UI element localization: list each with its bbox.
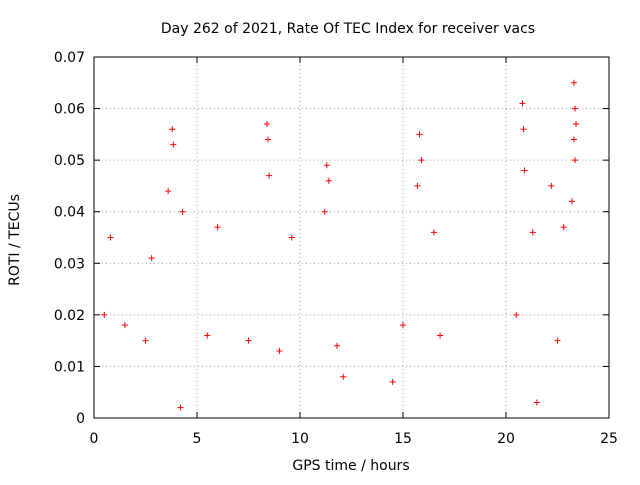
y-tick-label: 0 — [76, 411, 85, 427]
y-tick-label: 0.02 — [54, 308, 85, 324]
data-point — [521, 167, 528, 174]
data-point — [204, 332, 211, 339]
data-point — [568, 198, 575, 205]
x-tick-label: 10 — [291, 431, 309, 447]
x-tick-label: 15 — [394, 431, 412, 447]
data-point — [340, 373, 347, 380]
grid-lines — [94, 57, 609, 418]
x-tick-label: 5 — [193, 431, 202, 447]
y-tick-label: 0.06 — [54, 102, 85, 118]
data-point — [245, 337, 252, 344]
data-point — [265, 136, 272, 143]
data-point — [179, 208, 186, 215]
data-point — [148, 255, 155, 262]
data-point — [519, 100, 526, 107]
data-point — [414, 182, 421, 189]
data-point — [389, 378, 396, 385]
data-point — [214, 224, 221, 231]
data-point — [570, 79, 577, 86]
data-point — [560, 224, 567, 231]
data-point — [334, 342, 341, 349]
data-point — [321, 208, 328, 215]
data-point — [170, 141, 177, 148]
x-tick-label: 25 — [600, 431, 618, 447]
data-point — [400, 322, 406, 329]
data-point — [165, 188, 172, 195]
data-point — [325, 177, 332, 184]
data-points — [101, 79, 580, 411]
y-tick-label: 0.01 — [54, 359, 85, 375]
data-point — [101, 311, 108, 318]
data-point — [107, 234, 114, 241]
y-tick-label: 0.05 — [54, 153, 85, 169]
data-point — [520, 126, 527, 133]
data-point — [573, 121, 580, 128]
data-point — [430, 229, 437, 236]
y-tick-label: 0.07 — [54, 50, 85, 66]
data-point — [529, 229, 536, 236]
data-point — [572, 105, 579, 112]
data-point — [548, 182, 555, 189]
data-point — [142, 337, 149, 344]
plot-frame — [93, 56, 610, 419]
data-point — [416, 131, 423, 138]
data-point — [418, 157, 425, 164]
axis-ticks: 0 0.01 0.02 0.03 0.04 0.05 0.06 0.07 0 5 10 15 20 25 — [54, 50, 618, 447]
data-point — [323, 162, 330, 169]
y-tick-label: 0.04 — [54, 205, 85, 221]
data-point — [169, 126, 176, 133]
x-tick-label: 20 — [497, 431, 515, 447]
data-point — [554, 337, 561, 344]
data-point — [264, 121, 271, 128]
x-axis-label: GPS time / hours — [292, 458, 409, 474]
data-point — [533, 399, 540, 406]
data-point — [437, 332, 444, 339]
data-point — [513, 311, 520, 318]
y-axis-label: ROTI / TECUs — [7, 194, 23, 286]
data-point — [266, 172, 273, 179]
data-point — [288, 234, 295, 241]
x-tick-label: 0 — [90, 431, 99, 447]
data-point — [276, 347, 283, 354]
chart-title: Day 262 of 2021, Rate Of TEC Index for r… — [161, 21, 535, 37]
data-point — [177, 404, 184, 411]
data-point — [570, 136, 577, 143]
y-tick-label: 0.03 — [54, 256, 85, 272]
data-point — [572, 157, 579, 164]
data-point — [121, 322, 128, 329]
